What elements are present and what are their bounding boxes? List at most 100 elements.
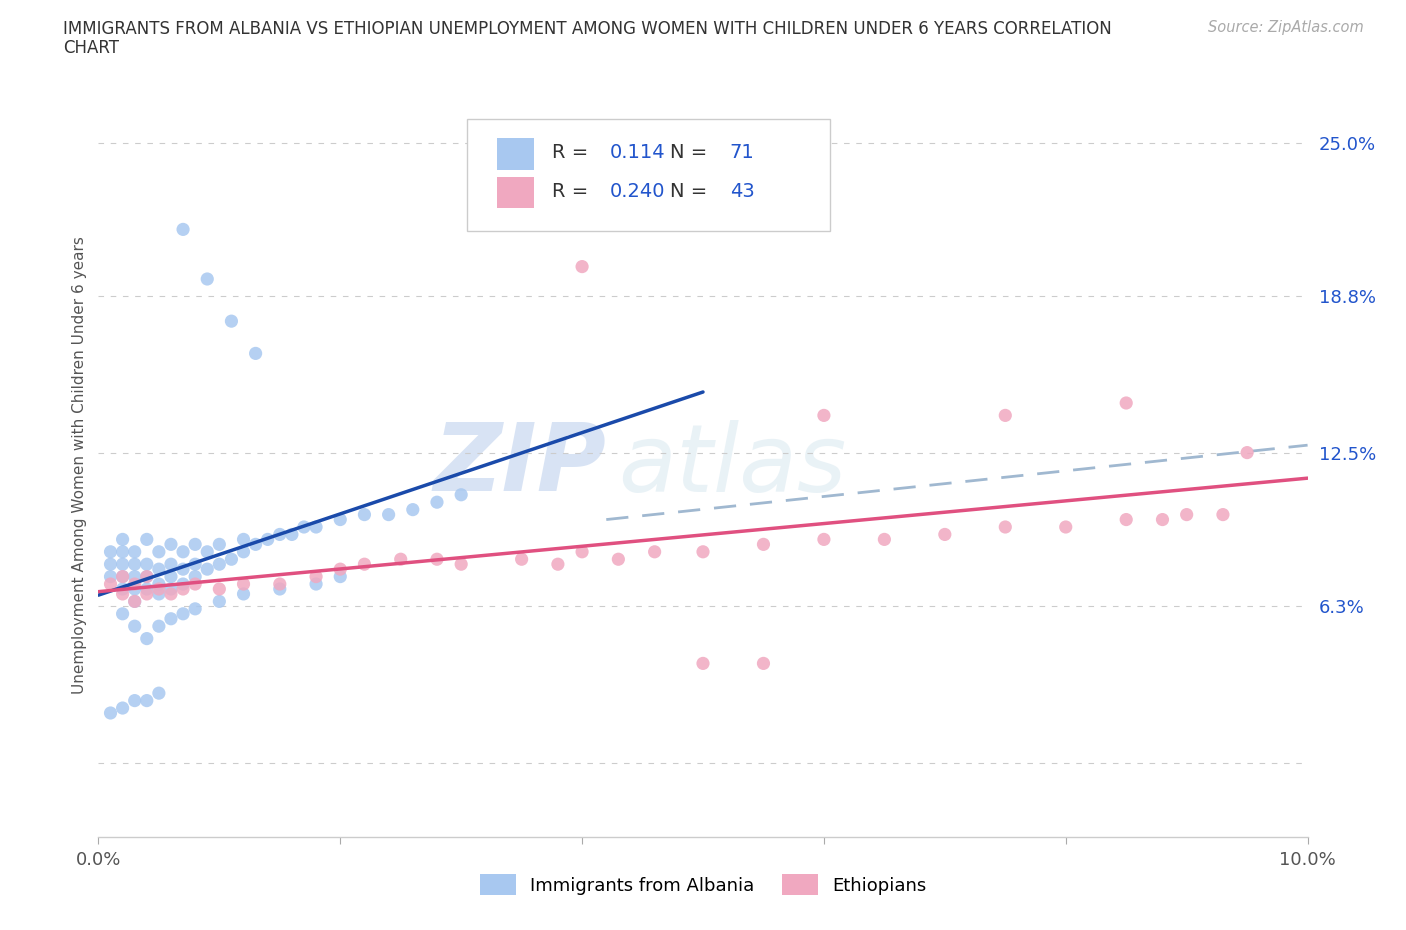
Point	[232, 577, 254, 591]
Point	[1115, 512, 1137, 527]
Point	[100, 544, 122, 559]
Text: 43: 43	[730, 181, 755, 201]
Point	[135, 557, 157, 572]
Point	[172, 577, 194, 591]
Point	[269, 527, 291, 542]
Point	[607, 551, 630, 566]
Point	[135, 587, 157, 602]
Point	[873, 532, 896, 547]
Point	[160, 569, 183, 584]
Point	[111, 587, 134, 602]
Point	[160, 537, 183, 551]
Point	[124, 544, 146, 559]
Point	[124, 618, 146, 633]
Point	[184, 537, 207, 551]
Point	[111, 569, 134, 584]
Point	[124, 594, 146, 609]
Point	[450, 487, 472, 502]
Point	[281, 527, 304, 542]
Point	[305, 520, 328, 535]
Point	[124, 693, 146, 708]
Point	[100, 557, 122, 572]
Point	[100, 577, 122, 591]
Point	[100, 706, 122, 721]
Point	[184, 577, 207, 591]
Point	[208, 557, 231, 572]
Point	[148, 587, 170, 602]
Point	[353, 557, 375, 572]
Text: R =: R =	[551, 143, 595, 162]
Point	[208, 581, 231, 596]
Point	[1175, 507, 1198, 522]
Point	[329, 562, 352, 577]
FancyBboxPatch shape	[498, 139, 534, 169]
Point	[547, 557, 569, 572]
Point	[571, 259, 593, 274]
Point	[184, 602, 207, 617]
Text: atlas: atlas	[619, 419, 846, 511]
Text: 0.240: 0.240	[610, 181, 665, 201]
Legend: Immigrants from Albania, Ethiopians: Immigrants from Albania, Ethiopians	[472, 867, 934, 902]
Point	[100, 569, 122, 584]
Point	[1152, 512, 1174, 527]
Text: 0.114: 0.114	[610, 143, 665, 162]
FancyBboxPatch shape	[467, 119, 830, 231]
Point	[1115, 395, 1137, 410]
Point	[111, 544, 134, 559]
Point	[135, 631, 157, 646]
Point	[148, 618, 170, 633]
Point	[752, 537, 775, 551]
Text: 71: 71	[730, 143, 755, 162]
Point	[269, 581, 291, 596]
Point	[402, 502, 425, 517]
FancyBboxPatch shape	[498, 177, 534, 208]
Point	[160, 611, 183, 626]
Text: N =: N =	[671, 143, 714, 162]
Point	[692, 544, 714, 559]
Y-axis label: Unemployment Among Women with Children Under 6 years: Unemployment Among Women with Children U…	[72, 236, 87, 694]
Text: ZIP: ZIP	[433, 419, 606, 511]
Point	[111, 557, 134, 572]
Point	[160, 587, 183, 602]
Text: Source: ZipAtlas.com: Source: ZipAtlas.com	[1208, 20, 1364, 35]
Point	[148, 581, 170, 596]
Point	[232, 587, 254, 602]
Point	[692, 656, 714, 671]
Point	[1054, 520, 1077, 535]
Point	[644, 544, 666, 559]
Point	[426, 495, 449, 510]
Point	[245, 346, 267, 361]
Point	[208, 594, 231, 609]
Point	[124, 581, 146, 596]
Point	[269, 577, 291, 591]
Point	[813, 532, 835, 547]
Point	[172, 562, 194, 577]
Point	[148, 544, 170, 559]
Point	[329, 569, 352, 584]
Point	[208, 537, 231, 551]
Point	[994, 408, 1017, 423]
Point	[135, 581, 157, 596]
Point	[160, 581, 183, 596]
Point	[571, 544, 593, 559]
Text: IMMIGRANTS FROM ALBANIA VS ETHIOPIAN UNEMPLOYMENT AMONG WOMEN WITH CHILDREN UNDE: IMMIGRANTS FROM ALBANIA VS ETHIOPIAN UNE…	[63, 20, 1112, 38]
Point	[305, 577, 328, 591]
Point	[135, 569, 157, 584]
Point	[195, 562, 218, 577]
Point	[1212, 507, 1234, 522]
Point	[184, 569, 207, 584]
Point	[377, 507, 399, 522]
Point	[124, 594, 146, 609]
Point	[353, 507, 375, 522]
Point	[256, 532, 278, 547]
Point	[124, 569, 146, 584]
Point	[1236, 445, 1258, 460]
Point	[934, 527, 956, 542]
Point	[752, 656, 775, 671]
Point	[292, 520, 315, 535]
Point	[135, 693, 157, 708]
Point	[111, 532, 134, 547]
Point	[510, 551, 533, 566]
Point	[135, 532, 157, 547]
Point	[172, 581, 194, 596]
